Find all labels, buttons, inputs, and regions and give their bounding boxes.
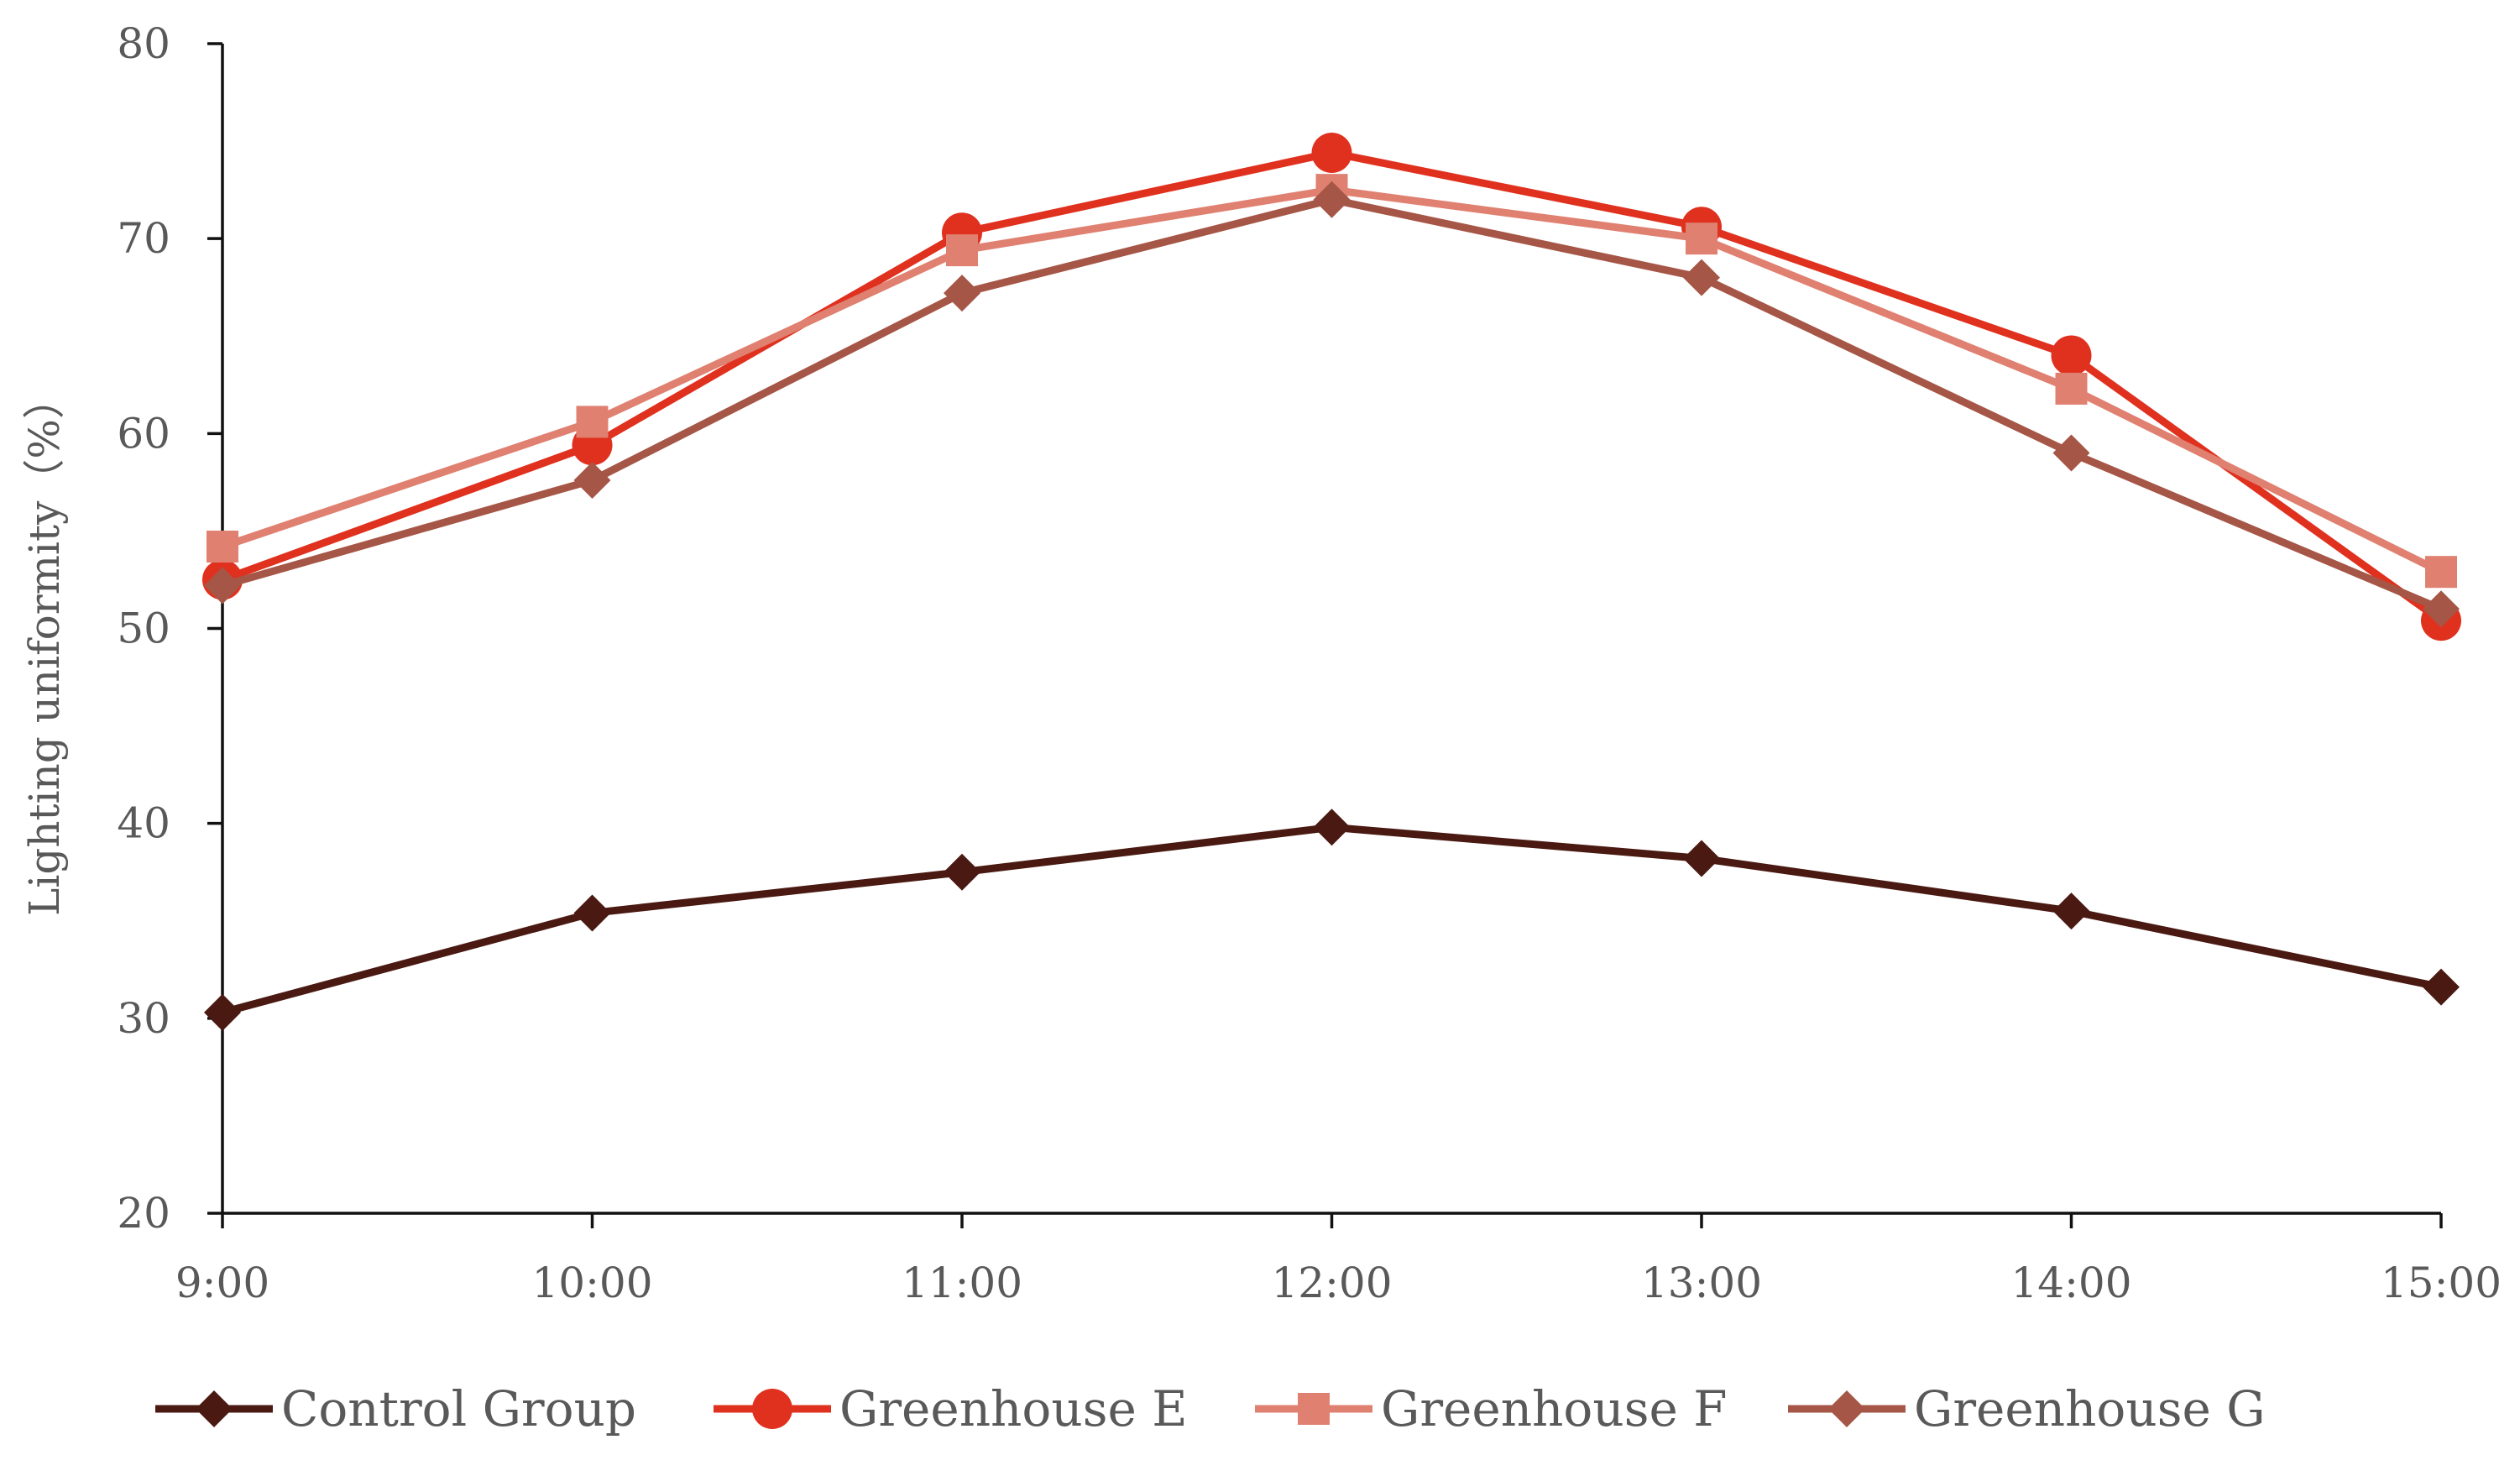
data-point xyxy=(576,406,609,438)
data-point xyxy=(1683,259,1720,296)
series-greenhouse-g xyxy=(204,181,2460,628)
data-point xyxy=(2052,893,2090,930)
data-point xyxy=(944,853,980,891)
data-point xyxy=(2051,335,2092,376)
y-tick-label: 40 xyxy=(117,799,170,848)
data-point xyxy=(573,894,611,932)
y-tick-label: 60 xyxy=(117,409,170,458)
data-point xyxy=(2052,434,2090,472)
y-tick-label: 50 xyxy=(117,605,170,653)
data-point xyxy=(204,993,241,1031)
y-tick-label: 20 xyxy=(117,1189,170,1238)
series-layer xyxy=(202,133,2461,1031)
x-tick-label: 10:00 xyxy=(531,1259,652,1307)
legend-marker xyxy=(1828,1390,1865,1427)
legend-label: Greenhouse G xyxy=(1914,1380,2266,1437)
data-point xyxy=(2423,590,2460,628)
x-tick-label: 13:00 xyxy=(1641,1259,1762,1307)
data-point xyxy=(946,234,978,267)
data-point xyxy=(2055,372,2088,405)
series-greenhouse-f xyxy=(207,174,2457,589)
x-tick-label: 15:00 xyxy=(2381,1259,2502,1307)
legend-label: Greenhouse E xyxy=(839,1380,1188,1437)
data-point xyxy=(1311,133,1352,174)
x-tick-label: 11:00 xyxy=(902,1259,1022,1307)
data-point xyxy=(1313,181,1351,218)
data-point xyxy=(944,275,980,312)
data-point xyxy=(2423,968,2460,1006)
y-axis: 20 30 40 50 60 70 80 xyxy=(117,19,224,1238)
y-tick-label: 30 xyxy=(117,994,170,1043)
data-point xyxy=(1686,222,1717,255)
x-axis: 9:00 10:00 11:00 12:00 13:00 14:00 15:00 xyxy=(175,1212,2502,1307)
legend-label: Greenhouse F xyxy=(1381,1380,1727,1437)
x-tick-label: 14:00 xyxy=(2010,1259,2131,1307)
x-tick-label: 9:00 xyxy=(175,1259,269,1307)
x-tick-label: 12:00 xyxy=(1271,1259,1392,1307)
series-control-group xyxy=(204,809,2460,1031)
legend-marker xyxy=(752,1389,792,1429)
legend-item-greenhouse-e: Greenhouse E xyxy=(714,1380,1188,1437)
data-point xyxy=(1683,840,1720,877)
data-point xyxy=(2425,556,2457,589)
legend-item-control-group: Control Group xyxy=(155,1380,636,1437)
y-tick-label: 70 xyxy=(117,214,170,263)
data-point xyxy=(1313,809,1351,846)
legend-item-greenhouse-g: Greenhouse G xyxy=(1788,1380,2266,1437)
y-axis-title: Lighting uniformity（%） xyxy=(20,377,69,916)
legend: Control Group Greenhouse E Greenhouse F Gre… xyxy=(155,1380,2266,1437)
legend-marker xyxy=(196,1390,233,1427)
data-point xyxy=(207,530,238,563)
series-line xyxy=(218,149,2445,625)
series-line xyxy=(218,823,2445,1017)
legend-label: Control Group xyxy=(281,1380,636,1437)
data-point xyxy=(204,567,241,605)
y-tick-label: 80 xyxy=(117,19,170,68)
data-point xyxy=(573,462,611,500)
legend-item-greenhouse-f: Greenhouse F xyxy=(1255,1380,1727,1437)
legend-marker xyxy=(1298,1393,1330,1425)
